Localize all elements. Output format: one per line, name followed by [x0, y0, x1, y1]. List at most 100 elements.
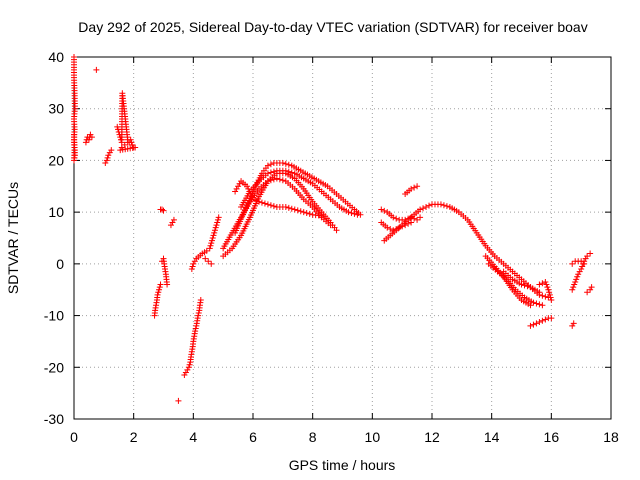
x-tick-label: 0 [70, 429, 78, 445]
data-point [417, 214, 424, 221]
data-point [279, 160, 286, 167]
data-point [186, 361, 193, 368]
data-point [548, 297, 555, 304]
x-tick-label: 6 [249, 429, 257, 445]
series-arc-u [381, 201, 543, 296]
data-point [267, 177, 274, 184]
data-point [270, 176, 277, 183]
series-arc-a [71, 54, 78, 164]
data-point [192, 325, 199, 332]
data-point [539, 302, 546, 309]
data-point [276, 176, 283, 183]
data-point [294, 207, 301, 214]
data-point [414, 183, 421, 190]
data-point [255, 198, 262, 205]
series-arc-x [485, 260, 546, 309]
data-point [118, 144, 125, 151]
data-point [533, 300, 540, 307]
x-tick-label: 16 [544, 429, 560, 445]
data-point [156, 286, 163, 293]
series-arc-h [159, 255, 171, 288]
data-point [121, 141, 128, 148]
series-arc-p [232, 160, 364, 236]
series-arc-ad [569, 258, 588, 267]
data-point [164, 281, 171, 288]
series-arc-o [220, 175, 334, 252]
series-arc-aa [527, 315, 555, 329]
data-point [156, 284, 163, 291]
data-point [440, 202, 447, 209]
series-arc-q [232, 178, 325, 219]
x-tick-label: 4 [189, 429, 197, 445]
data-point [570, 320, 577, 327]
data-point [212, 224, 219, 231]
data-point [570, 284, 577, 291]
data-point [71, 131, 77, 138]
data-point [533, 320, 540, 327]
data-point [213, 222, 220, 229]
data-point [157, 281, 164, 288]
y-tick-label: 0 [56, 256, 64, 272]
data-point [578, 266, 585, 273]
data-point [211, 227, 218, 234]
y-axis-label: SDTVAR / TECUs [5, 182, 21, 294]
data-point [575, 271, 582, 278]
data-point [318, 212, 325, 219]
data-point [536, 291, 543, 298]
data-point [197, 297, 204, 304]
data-point [408, 185, 415, 192]
data-point [267, 161, 274, 168]
data-point [411, 184, 418, 191]
data-point [182, 369, 189, 376]
data-point [108, 147, 115, 154]
data-point [195, 312, 202, 319]
data-point [536, 319, 543, 326]
series-arc-e [114, 90, 139, 154]
data-point [574, 273, 581, 280]
series-arc-m [202, 255, 215, 267]
data-point [181, 372, 188, 379]
data-point [354, 211, 361, 218]
data-point [279, 177, 286, 184]
data-point [270, 203, 277, 210]
series-arc-y [500, 268, 552, 301]
series-arc-j [175, 397, 182, 404]
series-arc-z [536, 278, 555, 304]
x-tick-label: 2 [130, 429, 138, 445]
data-point [252, 197, 259, 204]
series-arc-g [157, 206, 167, 214]
data-point [184, 366, 191, 373]
data-point [333, 227, 340, 234]
data-point [215, 214, 222, 221]
data-point [93, 66, 100, 73]
data-point [587, 250, 594, 257]
data-point [303, 210, 310, 217]
data-point [214, 216, 221, 223]
y-tick-label: 40 [48, 49, 64, 65]
data-point [378, 206, 385, 213]
data-point [288, 169, 295, 176]
data-point [572, 278, 579, 285]
data-point [345, 209, 352, 216]
y-tick-label: -20 [44, 359, 64, 375]
data-point [546, 291, 553, 298]
y-tick-label: -30 [44, 411, 64, 427]
data-point [542, 316, 549, 323]
series-arc-r [238, 167, 361, 218]
data-point [208, 240, 215, 247]
data-point [282, 203, 289, 210]
data-point [384, 224, 391, 231]
data-point [530, 321, 537, 328]
y-tick-label: 30 [48, 101, 64, 117]
data-point [188, 266, 195, 273]
data-point [264, 170, 271, 177]
x-tick-labels: 0 2 4 6 8 10 12 14 16 18 [70, 429, 619, 445]
data-point [258, 199, 265, 206]
data-point [539, 292, 546, 299]
data-point [546, 289, 553, 296]
data-point [393, 215, 400, 222]
data-point [167, 222, 174, 229]
data-point [191, 258, 198, 265]
data-point [351, 210, 358, 217]
